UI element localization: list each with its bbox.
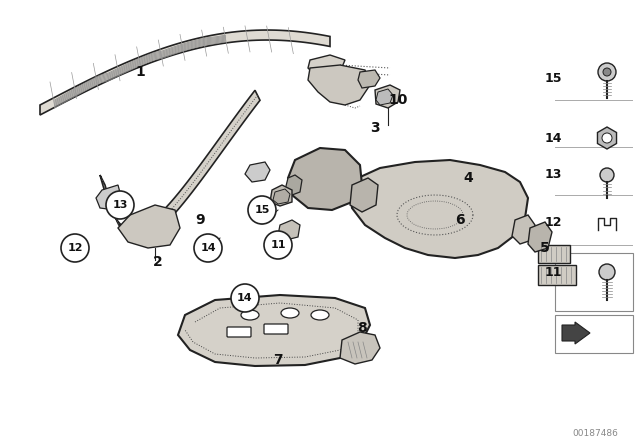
Text: 10: 10 xyxy=(388,93,408,107)
Polygon shape xyxy=(308,65,370,105)
Polygon shape xyxy=(562,322,590,344)
Circle shape xyxy=(264,231,292,259)
Text: 14: 14 xyxy=(545,132,562,145)
FancyBboxPatch shape xyxy=(555,315,633,353)
Circle shape xyxy=(600,168,614,182)
Text: 11: 11 xyxy=(270,240,285,250)
Text: 12: 12 xyxy=(67,243,83,253)
FancyBboxPatch shape xyxy=(555,253,633,311)
Polygon shape xyxy=(340,332,380,364)
Text: 13: 13 xyxy=(545,168,562,181)
Circle shape xyxy=(106,191,134,219)
Text: 5: 5 xyxy=(540,241,550,255)
Text: 8: 8 xyxy=(357,321,367,335)
Text: 6: 6 xyxy=(455,213,465,227)
Text: 14: 14 xyxy=(237,293,253,303)
Polygon shape xyxy=(273,189,290,204)
Polygon shape xyxy=(350,178,378,212)
Circle shape xyxy=(599,264,615,280)
Polygon shape xyxy=(278,220,300,240)
Ellipse shape xyxy=(311,310,329,320)
Polygon shape xyxy=(358,70,380,88)
Text: 1: 1 xyxy=(135,65,145,79)
Ellipse shape xyxy=(241,310,259,320)
Polygon shape xyxy=(350,160,528,258)
Text: 9: 9 xyxy=(195,213,205,227)
Polygon shape xyxy=(96,185,122,210)
Text: 7: 7 xyxy=(273,353,283,367)
Text: 13: 13 xyxy=(112,200,128,210)
Polygon shape xyxy=(376,89,393,105)
Polygon shape xyxy=(598,127,616,149)
Circle shape xyxy=(602,133,612,143)
Ellipse shape xyxy=(281,308,299,318)
FancyBboxPatch shape xyxy=(538,245,570,263)
FancyBboxPatch shape xyxy=(227,327,251,337)
Polygon shape xyxy=(245,162,270,182)
Text: 15: 15 xyxy=(254,205,269,215)
Polygon shape xyxy=(40,30,330,115)
Text: 4: 4 xyxy=(463,171,473,185)
Text: 12: 12 xyxy=(545,215,562,228)
Polygon shape xyxy=(178,295,370,366)
Polygon shape xyxy=(100,90,260,240)
Polygon shape xyxy=(118,205,180,248)
Circle shape xyxy=(598,63,616,81)
Circle shape xyxy=(194,234,222,262)
Polygon shape xyxy=(512,215,535,244)
Polygon shape xyxy=(528,222,552,252)
Polygon shape xyxy=(288,148,362,210)
Text: 3: 3 xyxy=(370,121,380,135)
Circle shape xyxy=(603,68,611,76)
Polygon shape xyxy=(270,185,292,206)
Text: 14: 14 xyxy=(200,243,216,253)
Text: 2: 2 xyxy=(153,255,163,269)
Circle shape xyxy=(61,234,89,262)
FancyBboxPatch shape xyxy=(264,324,288,334)
FancyBboxPatch shape xyxy=(538,265,576,285)
Text: 15: 15 xyxy=(545,72,562,85)
Text: 00187486: 00187486 xyxy=(572,429,618,438)
Polygon shape xyxy=(375,85,400,108)
Circle shape xyxy=(248,196,276,224)
Text: 11: 11 xyxy=(545,266,562,279)
Polygon shape xyxy=(285,175,302,195)
Polygon shape xyxy=(308,55,345,78)
Circle shape xyxy=(231,284,259,312)
